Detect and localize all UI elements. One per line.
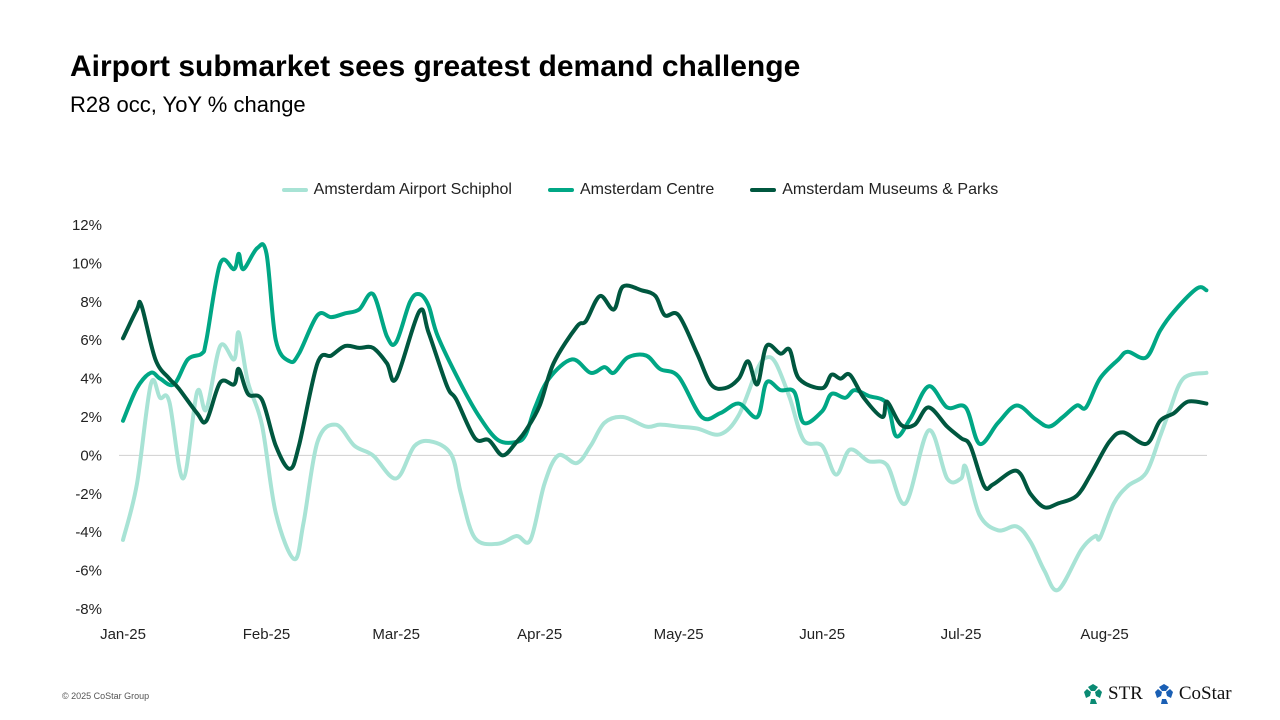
legend-item-schiphol: Amsterdam Airport Schiphol xyxy=(281,181,512,199)
y-tick-label: 2% xyxy=(80,409,102,426)
legend-swatch xyxy=(750,188,777,192)
y-tick-label: 12% xyxy=(72,217,102,234)
series-line-0 xyxy=(121,330,1209,593)
y-tick-label: 4% xyxy=(80,371,102,388)
chart-subtitle: R28 occ, YoY % change xyxy=(70,92,306,117)
x-tick-label: Jun-25 xyxy=(799,626,845,643)
y-tick-label: 8% xyxy=(80,294,102,311)
y-tick-label: -2% xyxy=(75,486,102,503)
y-tick-label: 0% xyxy=(80,447,102,464)
str-logo-text: STR xyxy=(1108,683,1143,704)
legend: Amsterdam Airport Schiphol Amsterdam Cen… xyxy=(0,181,1280,199)
x-tick-label: Feb-25 xyxy=(243,626,291,643)
str-logo: STR xyxy=(1082,683,1143,705)
chart-title: Airport submarket sees greatest demand c… xyxy=(70,50,801,83)
legend-label: Amsterdam Museums & Parks xyxy=(782,181,999,198)
costar-logo-text: CoStar xyxy=(1178,683,1232,704)
legend-item-centre: Amsterdam Centre xyxy=(547,181,715,199)
costar-logo-icon xyxy=(1154,684,1173,704)
legend-swatch xyxy=(281,188,308,192)
y-tick-label: 6% xyxy=(80,332,102,349)
series-line-2 xyxy=(121,283,1209,510)
x-tick-label: Aug-25 xyxy=(1080,626,1128,643)
costar-logo: CoStar xyxy=(1153,683,1232,705)
str-logo-icon xyxy=(1084,684,1102,704)
y-tick-label: -8% xyxy=(75,601,102,618)
legend-label: Amsterdam Centre xyxy=(579,181,715,198)
y-tick-label: 10% xyxy=(72,255,102,272)
legend-label: Amsterdam Airport Schiphol xyxy=(313,181,512,198)
x-tick-label: Apr-25 xyxy=(517,626,562,643)
x-tick-label: May-25 xyxy=(654,626,704,643)
y-tick-label: -6% xyxy=(75,563,102,580)
copyright: © 2025 CoStar Group xyxy=(62,691,150,701)
legend-item-museums: Amsterdam Museums & Parks xyxy=(750,181,998,199)
legend-swatch xyxy=(547,188,574,192)
x-tick-label: Mar-25 xyxy=(372,626,420,643)
x-tick-label: Jan-25 xyxy=(100,626,146,643)
x-tick-label: Jul-25 xyxy=(941,626,982,643)
logos: STR CoStar xyxy=(1082,683,1232,705)
y-tick-label: -4% xyxy=(75,524,102,541)
series-line-1 xyxy=(121,242,1209,446)
